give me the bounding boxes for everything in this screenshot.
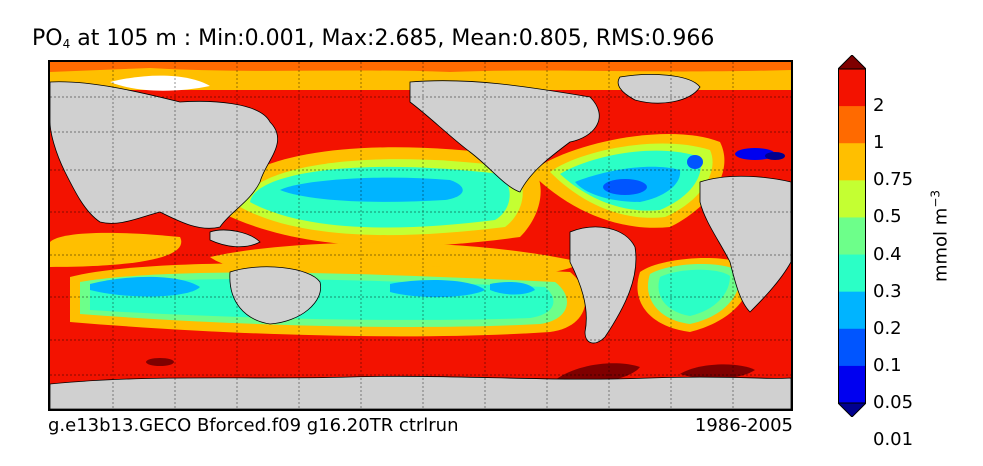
arctic-orange: [50, 62, 791, 72]
colorbar-segment: [838, 291, 866, 330]
southern-ocean-high-1: [146, 358, 174, 366]
colorbar-segment: [838, 69, 866, 107]
colorbar-tick-label: 1: [873, 132, 885, 154]
antarctica-land: [50, 375, 791, 409]
map-title: PO4 at 105 m : Min:0.001, Max:2.685, Mea…: [32, 26, 714, 51]
north-pacific-gyre-blue: [280, 177, 463, 202]
colorbar-segment: [838, 180, 866, 218]
colorbar-tick-label: 2: [873, 95, 885, 117]
land-masses: [50, 74, 791, 409]
colorbar-segment: [838, 217, 866, 256]
sea-ice-1: [110, 75, 210, 91]
colorbar-segment: [838, 254, 866, 293]
south-atlantic-cyan: [658, 269, 730, 316]
mediterranean-blue: [687, 155, 703, 169]
colorbar: [838, 55, 866, 417]
colorbar-segment: [838, 328, 866, 367]
colorbar-tick-label: 0.5: [873, 206, 902, 228]
colorbar-segment: [838, 365, 866, 404]
africa-land: [699, 175, 791, 313]
colorbar-tick-label: 0.75: [873, 169, 914, 191]
ocean-map-svg: [50, 62, 791, 409]
run-name-label: g.e13b13.GECO Bforced.f09 g16.20TR ctrlr…: [48, 415, 459, 436]
mediterranean-east: [735, 148, 775, 160]
south-america-land: [569, 226, 637, 344]
north-atlantic-core: [603, 179, 647, 195]
colorbar-tick-label: 0.01: [873, 429, 914, 451]
ocean-map: [48, 60, 793, 411]
north-america-land: [409, 80, 600, 193]
title-stats: at 105 m : Min:0.001, Max:2.685, Mean:0.…: [70, 26, 715, 51]
unit-base: mmol m: [930, 207, 952, 283]
colorbar-tick-label: 0.1: [873, 354, 902, 376]
south-pacific-blue-2: [390, 280, 485, 298]
colorbar-segment: [838, 143, 866, 181]
south-pacific-blue-3: [490, 282, 535, 295]
south-pacific-blue-1: [90, 276, 200, 297]
australia-land: [229, 266, 322, 325]
colorbar-tick-label: 0.2: [873, 317, 902, 339]
colorbar-extend-max: [838, 55, 866, 70]
indian-ocean-yellow: [50, 232, 182, 267]
greenland-land: [617, 74, 701, 104]
southern-ocean-high-2: [555, 363, 640, 383]
title-subscript: 4: [62, 37, 71, 51]
colorbar-unit-label: mmol m−3: [929, 190, 952, 282]
unit-exponent: −3: [928, 189, 943, 208]
title-variable: PO: [32, 26, 63, 51]
colorbar-tick-label: 0.05: [873, 392, 914, 413]
graticule: [50, 62, 791, 409]
colorbar-tick-label: 0.3: [873, 280, 902, 302]
indonesia-land: [209, 229, 261, 248]
mediterranean-deep: [765, 152, 785, 160]
colorbar-segment: [838, 106, 866, 144]
eurasia-land: [50, 81, 278, 229]
colorbar-tick-label: 0.4: [873, 243, 902, 265]
colorbar-extend-min: [838, 402, 866, 417]
period-label: 1986-2005: [694, 415, 793, 436]
